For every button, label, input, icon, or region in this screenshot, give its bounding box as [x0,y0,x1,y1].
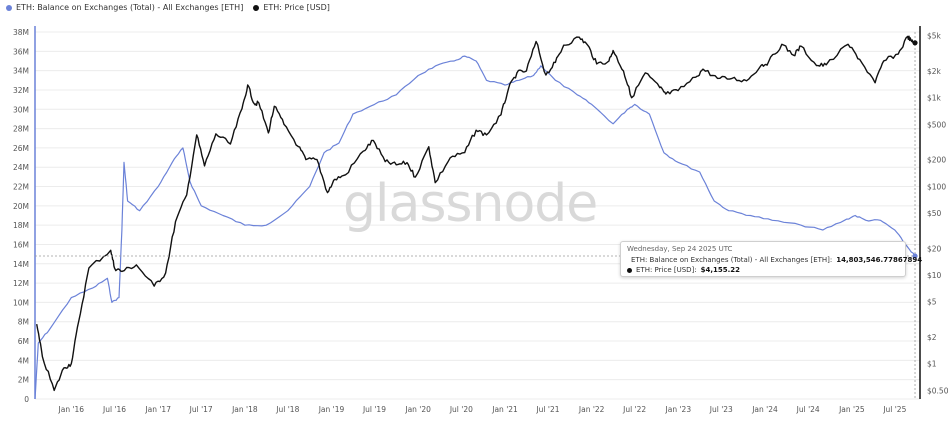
left-tick-label: 22M [13,183,29,192]
right-tick-label: $20 [927,244,942,253]
x-tick-label: Jul '17 [189,405,213,414]
right-tick-label: $50 [927,209,942,218]
left-tick-label: 16M [13,240,29,249]
x-tick-label: Jan '16 [58,405,85,414]
x-tick-label: Jan '23 [665,405,692,414]
left-tick-label: 26M [13,144,29,153]
legend-label-balance: ETH: Balance on Exchanges (Total) - All … [16,3,244,12]
x-tick-label: Jan '22 [578,405,605,414]
price-series-line [36,35,916,392]
balance-series-line [34,55,916,400]
x-tick-label: Jan '19 [318,405,345,414]
left-tick-label: 34M [13,67,29,76]
left-tick-label: 24M [13,163,29,172]
left-tick-label: 8M [18,318,29,327]
x-tick-label: Jul '22 [622,405,646,414]
tooltip-price-label: ETH: Price [USD]: [636,266,697,274]
chart-legend: ETH: Balance on Exchanges (Total) - All … [6,3,330,12]
right-tick-label: $2 [927,333,937,342]
right-tick-label: $2k [927,67,942,76]
x-tick-label: Jan '21 [491,405,518,414]
left-tick-label: 10M [13,298,29,307]
right-tick-label: $1 [927,360,937,369]
balance-hover-point [912,253,918,259]
right-tick-label: $500 [927,120,946,129]
right-tick-label: $10 [927,271,942,280]
left-tick-label: 0 [24,395,29,404]
x-tick-label: Jul '16 [102,405,126,414]
left-tick-label: 36M [13,47,29,56]
legend-item-balance[interactable]: ETH: Balance on Exchanges (Total) - All … [6,3,243,12]
left-tick-label: 6M [18,337,29,346]
right-tick-label: $1k [927,94,942,103]
tooltip-price-value: $4,155.22 [700,266,741,274]
left-tick-label: 30M [13,105,29,114]
x-tick-label: Jul '19 [362,405,386,414]
left-tick-label: 2M [18,376,29,385]
left-tick-label: 12M [13,279,29,288]
left-tick-label: 18M [13,221,29,230]
tooltip-row-price: ETH: Price [USD]: $4,155.22 [627,266,899,274]
watermark-logo: glassnode [343,174,598,234]
hover-tooltip: Wednesday, Sep 24 2025 UTC ETH: Balance … [620,241,922,277]
right-tick-label: $5 [927,298,937,307]
legend-dot-price [253,4,260,11]
left-tick-label: 38M [13,28,29,37]
price-hover-point [912,40,918,46]
left-tick-label: 14M [13,260,29,269]
x-tick-label: Jan '20 [404,405,431,414]
x-tick-label: Jan '17 [144,405,171,414]
right-tick-label: $5k [927,32,942,41]
tooltip-balance-value: 14,803,546.77867894 [836,256,923,264]
tooltip-dot-price [627,267,632,273]
legend-dot-balance [6,4,12,11]
legend-item-price[interactable]: ETH: Price [USD] [253,3,330,12]
tooltip-balance-label: ETH: Balance on Exchanges (Total) - All … [631,256,833,264]
tooltip-date: Wednesday, Sep 24 2025 UTC [627,245,733,253]
x-tick-label: Jan '24 [751,405,778,414]
left-tick-label: 20M [13,202,29,211]
left-tick-label: 4M [18,356,29,365]
x-tick-label: Jul '24 [796,405,820,414]
legend-label-price: ETH: Price [USD] [263,3,330,12]
tooltip-row-balance: ETH: Balance on Exchanges (Total) - All … [627,256,922,264]
left-tick-label: 28M [13,125,29,134]
x-tick-label: Jan '18 [231,405,258,414]
x-tick-label: Jul '23 [709,405,733,414]
right-tick-label: $0.50 [927,386,949,395]
right-tick-label: $100 [927,182,946,191]
x-tick-label: Jul '20 [449,405,473,414]
right-tick-label: $200 [927,156,946,165]
x-tick-label: Jul '21 [535,405,559,414]
x-tick-label: Jul '25 [882,405,906,414]
x-tick-label: Jan '25 [838,405,865,414]
x-tick-label: Jul '18 [275,405,299,414]
left-tick-label: 32M [13,86,29,95]
